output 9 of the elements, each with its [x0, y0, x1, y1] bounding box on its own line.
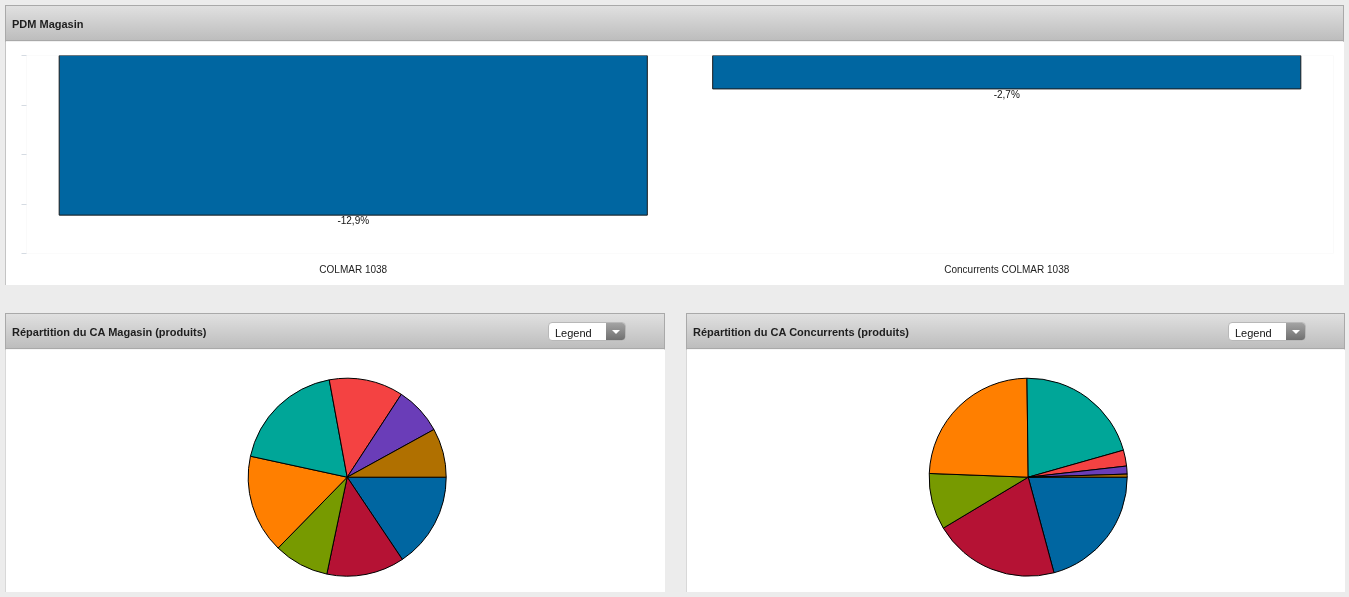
text: Répartition du CA Concurrents (produits)	[693, 325, 909, 340]
text: Répartition du CA Magasin (produits)	[12, 325, 207, 340]
dropdown: Legend	[1228, 322, 1306, 341]
data-label: -12,9%	[337, 215, 370, 227]
x-tick-label: Concurrents COLMAR 1038	[944, 263, 1070, 275]
chart-title: PDM Magasin	[12, 17, 84, 32]
dropdown: Legend	[548, 322, 626, 341]
x-tick-label: COLMAR 1038	[319, 263, 388, 275]
data-label: -2,7%	[993, 88, 1020, 100]
